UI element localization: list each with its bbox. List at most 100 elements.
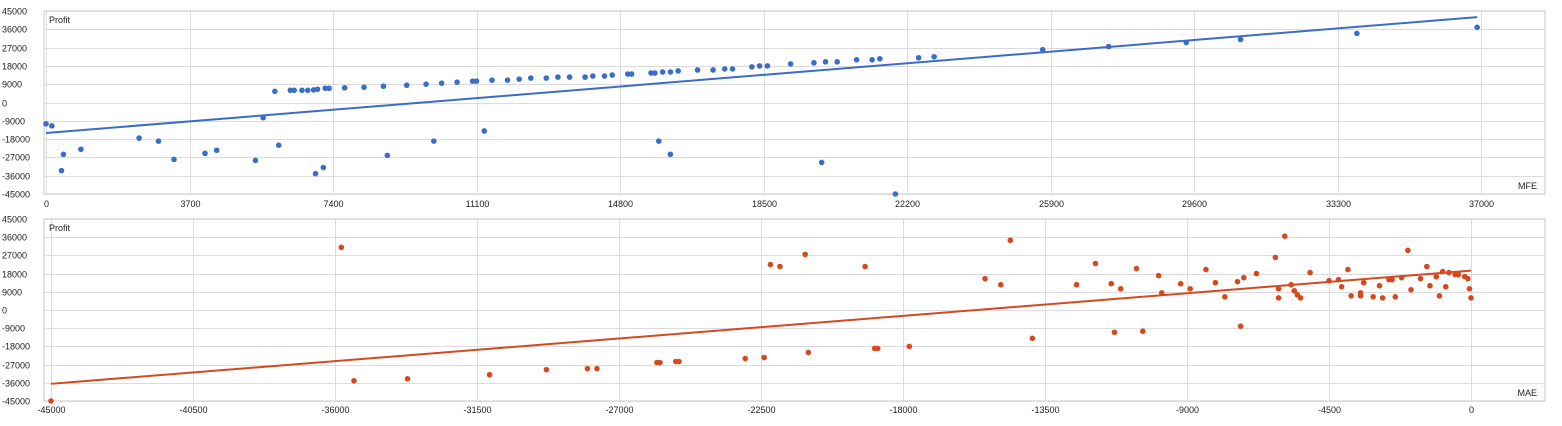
data-point xyxy=(320,164,327,171)
data-point xyxy=(805,349,812,356)
data-point xyxy=(1474,24,1480,31)
data-point xyxy=(1275,285,1282,292)
data-point xyxy=(438,80,445,86)
data-point xyxy=(384,152,391,159)
data-point xyxy=(756,63,763,69)
y-tick-label: 45000 xyxy=(2,7,27,17)
data-point xyxy=(1234,278,1241,285)
data-point xyxy=(1307,269,1313,276)
data-point xyxy=(1408,286,1414,293)
data-point xyxy=(1073,281,1080,288)
data-point xyxy=(338,244,345,251)
data-point xyxy=(874,345,881,352)
y-tick-label: -9000 xyxy=(2,117,25,127)
data-point xyxy=(49,123,55,129)
data-point xyxy=(1345,266,1351,273)
y-tick-label: -45000 xyxy=(2,190,30,200)
trendline xyxy=(50,269,1472,385)
data-point xyxy=(822,59,829,65)
x-tick-label: 22200 xyxy=(895,199,920,209)
data-point xyxy=(252,157,259,164)
data-point xyxy=(729,66,736,72)
data-point xyxy=(543,366,550,373)
data-point xyxy=(1007,237,1014,244)
y-axis-label: Profit xyxy=(49,15,71,25)
data-point xyxy=(1133,265,1140,272)
data-point xyxy=(667,69,674,75)
data-point xyxy=(1288,281,1294,288)
data-point xyxy=(582,74,588,80)
data-point xyxy=(590,73,596,79)
data-point xyxy=(155,138,162,144)
y-tick-label: -27000 xyxy=(2,361,30,371)
data-point xyxy=(171,156,177,163)
data-point xyxy=(628,71,635,77)
data-point xyxy=(749,64,755,70)
data-point xyxy=(1405,247,1411,254)
data-point xyxy=(1466,285,1473,292)
data-point xyxy=(1468,295,1474,301)
x-tick-label: -18000 xyxy=(889,405,917,415)
data-point xyxy=(1354,30,1360,37)
data-point xyxy=(1291,287,1298,294)
x-tick-label: -31500 xyxy=(463,405,491,415)
data-point xyxy=(486,371,493,378)
y-tick-label: 9000 xyxy=(2,80,22,90)
data-point xyxy=(260,114,266,121)
y-tick-label: -36000 xyxy=(2,172,30,182)
data-point xyxy=(601,73,608,79)
data-point xyxy=(1392,294,1399,300)
data-point xyxy=(1272,254,1279,261)
data-point xyxy=(1237,36,1244,43)
x-tick-label: -27000 xyxy=(605,405,633,415)
data-point xyxy=(304,87,311,94)
x-tick-label: 11100 xyxy=(466,199,490,209)
data-point xyxy=(1424,263,1430,270)
y-tick-label: 36000 xyxy=(2,25,27,35)
data-point xyxy=(877,55,883,62)
x-tick-label: 33300 xyxy=(1326,199,1351,209)
data-point xyxy=(326,85,332,92)
data-point xyxy=(1253,270,1260,277)
x-tick-label: 0 xyxy=(44,199,49,209)
data-point xyxy=(906,343,913,350)
data-point xyxy=(312,170,319,177)
x-tick-label: -40500 xyxy=(179,405,207,415)
y-tick-label: 9000 xyxy=(2,288,22,298)
data-point xyxy=(1335,276,1342,283)
data-point xyxy=(811,60,817,66)
x-tick-label: -9000 xyxy=(1176,405,1199,415)
data-point xyxy=(652,70,658,76)
x-tick-label: 37000 xyxy=(1469,199,1494,209)
x-tick-label: -36000 xyxy=(321,405,349,415)
data-point xyxy=(1275,295,1282,301)
data-point xyxy=(272,88,278,95)
y-tick-label: 18000 xyxy=(2,270,27,280)
data-point xyxy=(58,167,65,174)
data-point xyxy=(853,57,860,63)
data-point xyxy=(1111,329,1118,336)
data-point xyxy=(1105,43,1112,50)
data-point xyxy=(648,70,654,76)
data-point xyxy=(1187,285,1193,292)
data-point xyxy=(543,75,550,81)
y-tick-label: -27000 xyxy=(2,153,30,163)
data-point xyxy=(1465,275,1471,282)
data-point xyxy=(1029,335,1036,342)
data-point xyxy=(1446,269,1452,276)
data-point xyxy=(659,69,666,75)
data-point xyxy=(869,57,875,63)
data-point xyxy=(213,147,220,154)
data-point xyxy=(667,151,674,158)
data-point xyxy=(818,159,825,166)
data-point xyxy=(322,85,329,92)
data-point xyxy=(1183,39,1190,46)
x-tick-label: 7400 xyxy=(323,199,343,209)
data-point xyxy=(1177,280,1184,287)
data-point xyxy=(764,63,771,69)
data-point xyxy=(527,75,534,81)
x-tick-label: -13500 xyxy=(1031,405,1059,415)
chart-panel-1: 45000 36000 27000 18000 9000 0 -9000 -18000 -270… xyxy=(2,7,1546,209)
y-axis-label: Profit xyxy=(49,223,71,233)
